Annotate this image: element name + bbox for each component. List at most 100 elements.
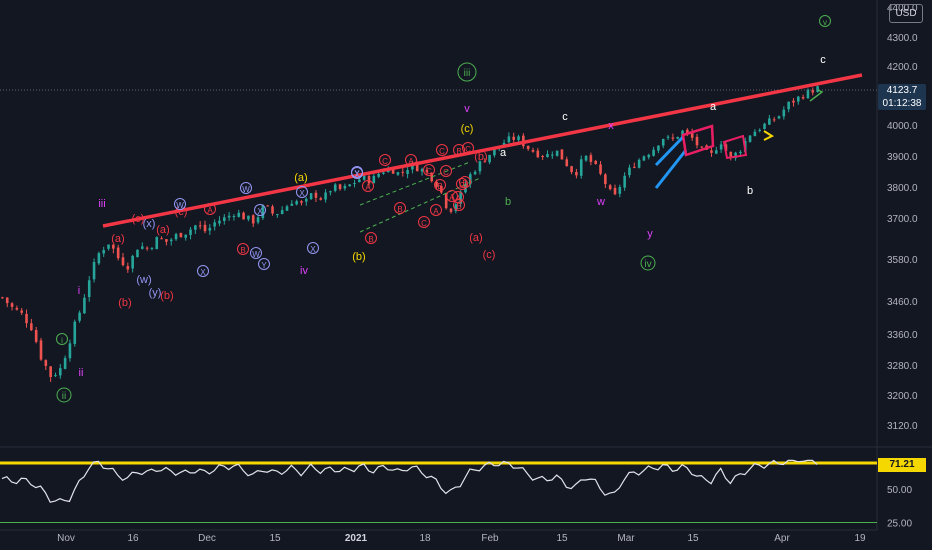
candle-body [753,131,757,137]
candle-body [599,164,602,174]
wave-label: A [408,157,414,166]
candle-body [618,187,622,194]
candle-body [584,155,588,161]
time-axis-label: 19 [854,533,866,544]
dashed-channel-lower [359,177,481,233]
candle-body [276,214,279,216]
wave-label: (a) [294,172,307,184]
candle-body [493,147,496,156]
wave-label: c [820,54,826,66]
time-axis-label: Nov [57,533,75,544]
wave-label: i [78,285,80,297]
candle-body [608,185,612,190]
wave-label-circle [459,176,471,188]
candle-body [140,246,144,249]
wave-label: B [437,182,442,191]
wave-label: v [823,18,827,27]
wave-label: (a) [469,232,482,244]
yellow-wedge [763,130,775,141]
candle-body [20,310,24,313]
candle-body [440,185,443,193]
candle-body [247,215,250,220]
candle-body [179,232,183,238]
candle-body [661,138,665,146]
wave-label-circle [440,165,452,177]
candle-body [63,357,67,369]
candle-body [121,257,125,266]
time-axis-label: 16 [127,533,139,544]
candle-body [536,150,540,158]
price-axis-label: 3120.0 [887,421,918,432]
candle-body [280,210,284,214]
candle-body [801,97,805,99]
candle-body [700,146,704,148]
wave-label: ii [79,367,84,379]
candle-body [136,249,139,258]
candle-body [300,201,303,203]
price-axis-label: 4000.0 [887,121,918,132]
wave-label: B [240,246,245,255]
wave-label-circle [174,198,186,210]
wave-label-circle [430,204,442,216]
candle-body [647,154,651,158]
candle-body [714,150,718,154]
candle-body [579,159,583,176]
wave-label: ii [62,391,66,402]
candle-body [502,142,506,146]
wave-label-circle [56,333,68,345]
wave-label-circle [640,255,656,271]
wave-label-circle [394,202,406,214]
time-axis-label: 15 [556,533,568,544]
candle-body [343,185,347,189]
price-axis-label: 4200.0 [887,62,918,73]
wave-label: C [465,145,471,154]
time-axis-label: Mar [617,533,635,544]
candle-body [676,136,680,139]
candle-body [266,205,270,207]
candle-body [666,136,670,138]
candle-body [642,156,646,161]
candle-body [169,239,173,242]
candle-body [512,136,516,140]
candle-body [517,136,520,141]
candle-body [406,170,409,174]
candle-body [194,225,197,230]
wave-label: B [456,202,461,211]
candle-body [637,159,641,168]
candle-body [541,156,544,158]
candle-body [338,184,342,190]
candle-body [565,159,569,167]
last-price-value: 4123.7 [886,85,918,96]
candle-body [449,208,453,212]
candle-body [5,297,9,304]
wave-label-circle [307,242,319,254]
candle-body [411,163,414,170]
candle-body [83,297,86,314]
candle-body [478,161,482,172]
wave-label: b [747,185,753,197]
rsi-value-tag: 71.21 [878,458,926,472]
candle-body [555,150,559,156]
candle-body [290,203,294,206]
candle-body [319,198,323,200]
candle-body [430,172,434,182]
candle-body [160,238,163,240]
wave-label-circle [452,191,464,203]
wave-label: C [443,168,449,177]
candle-body [242,212,245,220]
candle-body [97,253,101,264]
currency-badge[interactable]: USD [889,4,923,23]
wave-label-circle [351,166,363,178]
wave-label: iii [98,198,105,210]
candle-body [604,174,607,185]
rsi-line [1,459,818,503]
candle-body [483,161,487,163]
candle-body [184,234,188,238]
wave-label: iv [300,265,308,277]
candle-body [116,247,120,259]
wave-label: (a) [111,233,124,245]
wave-label-circle [237,243,249,255]
wave-label-circle [258,258,270,270]
